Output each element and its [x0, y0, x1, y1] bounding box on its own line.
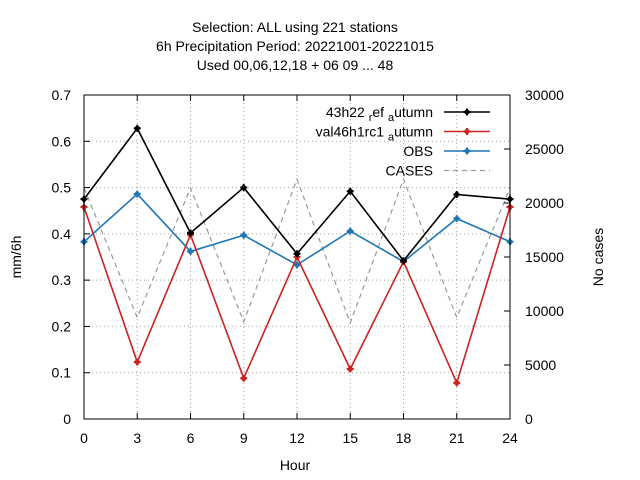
y-tick-label: 0.5 [52, 180, 72, 196]
y2-tick-label: 5000 [525, 357, 556, 373]
x-tick-label: 15 [342, 430, 358, 446]
y2-tick-label: 0 [525, 411, 533, 427]
marker-dot [187, 230, 194, 236]
marker-dot [400, 258, 407, 264]
data-point-obs [346, 227, 354, 235]
y-tick-label: 0.6 [52, 133, 72, 149]
chart-title-line-2: 6h Precipitation Period: 20221001-202210… [156, 38, 434, 54]
y2-tick-label: 30000 [525, 87, 564, 103]
data-point-obs [293, 261, 301, 269]
y-tick-label: 0 [63, 411, 71, 427]
x-axis-label: Hour [280, 457, 311, 473]
x-tick-label: 24 [502, 430, 518, 446]
marker-dot [347, 366, 353, 372]
data-point-obs [133, 190, 141, 198]
y-tick-label: 0.2 [52, 318, 72, 334]
legend-label-part: val46h1rc1 [316, 124, 388, 140]
marker-dot [187, 248, 194, 255]
y2-tick-label: 20000 [525, 195, 564, 211]
marker-dot [134, 191, 140, 197]
marker-dot [241, 184, 247, 191]
data-point-43h22-ref-autumn [453, 191, 461, 199]
legend-label-part: utumn [394, 124, 433, 140]
cases-series-layer [83, 177, 511, 325]
legend-label-part: a [388, 112, 395, 124]
marker-dot [294, 262, 300, 268]
data-point-val46h1rc1-autumn [133, 358, 141, 366]
marker-dot [134, 359, 140, 365]
marker-dot [454, 191, 460, 198]
marker-dot [294, 251, 300, 257]
y2-tick-label: 10000 [525, 303, 564, 319]
chart-title-line-1: Selection: ALL using 221 stations [192, 19, 398, 35]
x-tick-label: 3 [133, 430, 141, 446]
data-point-obs [453, 215, 461, 223]
y-axis-label: mm/6h [8, 236, 24, 279]
marker-dot [347, 188, 353, 194]
marker-dot [134, 125, 140, 131]
data-point-43h22-ref-autumn [346, 187, 354, 195]
data-point-obs [187, 247, 194, 255]
legend-label-part: CASES [386, 163, 433, 179]
y2-tick-label: 25000 [525, 141, 564, 157]
data-point-val46h1rc1-autumn [240, 374, 248, 382]
axis-ticks: 0 3 6 9 12 15 18 21 24 0 0.1 0.2 0.3 0.4 0.5 0.6 0.7 0 500… [52, 87, 565, 446]
chart-title-line-3: Used 00,06,12,18 + 06 09 ... 48 [197, 57, 394, 73]
legend-marker-43h22-ref-autumn [463, 108, 471, 116]
y-tick-label: 0.1 [52, 365, 72, 381]
legend-label-part: r [369, 112, 373, 124]
x-tick-label: 0 [80, 430, 88, 446]
legend-label-part: utumn [394, 104, 433, 120]
marker-dot [454, 380, 460, 386]
data-point-val46h1rc1-autumn [346, 365, 354, 373]
legend-label-val46h1rc1-autumn: val46h1rc1 autumn [316, 124, 433, 144]
y-tick-label: 0.7 [52, 87, 72, 103]
data-point-43h22-ref-autumn [187, 229, 194, 237]
marker-dot [454, 215, 460, 222]
marker-dot [464, 109, 470, 115]
data-point-43h22-ref-autumn [240, 184, 248, 192]
x-tick-label: 12 [289, 430, 305, 446]
legend-label-part: OBS [403, 143, 433, 159]
marker-dot [241, 232, 247, 238]
data-point-43h22-ref-autumn [400, 257, 407, 265]
marker-dot [347, 228, 353, 234]
legend-marker-obs [463, 147, 471, 155]
y2-tick-label: 15000 [525, 249, 564, 265]
data-point-obs [240, 231, 248, 239]
legend-label-part: ef [372, 104, 388, 120]
x-tick-label: 18 [396, 430, 412, 446]
data-point-val46h1rc1-autumn [453, 379, 461, 387]
legend-label-43h22-ref-autumn: 43h22 ref autumn [326, 104, 433, 124]
legend-label-part: a [388, 132, 395, 144]
marker-dot [464, 148, 470, 154]
x-tick-label: 6 [187, 430, 195, 446]
data-point-43h22-ref-autumn [293, 250, 301, 258]
x-tick-label: 9 [240, 430, 248, 446]
marker-dot [241, 375, 247, 381]
grid-lines [84, 95, 510, 419]
series-line-cases [83, 177, 511, 325]
legend-label-cases: CASES [386, 163, 433, 179]
y-tick-label: 0.3 [52, 272, 72, 288]
series-line-43h22-ref-autumn [83, 126, 511, 262]
y-tick-label: 0.4 [52, 226, 72, 242]
legend-label-obs: OBS [403, 143, 433, 159]
data-point-43h22-ref-autumn [133, 124, 141, 132]
y2-axis-label: No cases [590, 228, 606, 286]
marker-dot [464, 128, 470, 135]
x-tick-label: 21 [449, 430, 465, 446]
legend-label-part: 43h22 [326, 104, 369, 120]
legend-marker-val46h1rc1-autumn [463, 128, 471, 135]
